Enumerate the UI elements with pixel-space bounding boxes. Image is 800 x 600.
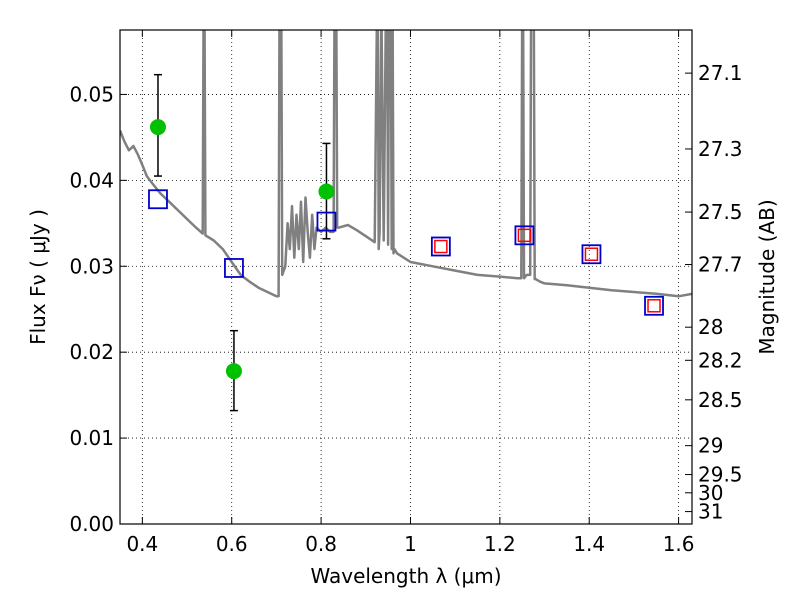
- y-tick-label: 0.01: [69, 426, 114, 450]
- y-axis-title: Flux Fν ( μJy ): [26, 209, 50, 345]
- y2-tick-label: 30: [698, 481, 723, 505]
- plot-content: [120, 30, 692, 412]
- y2-tick-label: 31: [698, 500, 723, 524]
- y2-tick-label: 28.5: [698, 388, 743, 412]
- x-tick-label: 1: [404, 532, 417, 556]
- model-flux-square: [644, 295, 664, 316]
- y2-tick-label: 28: [698, 315, 723, 339]
- x-axis: 0.4 0.6 0.8 1 1.2 1.4 1.6: [126, 30, 695, 556]
- y2-tick-label: 27.1: [698, 61, 743, 85]
- y-axis-left: 0.00 0.01 0.02 0.03 0.04 0.05: [69, 82, 127, 536]
- y-tick-label: 0.05: [69, 82, 114, 106]
- model-spectrum-line: [120, 30, 692, 298]
- y2-axis-title: Magnitude (AB): [755, 199, 779, 354]
- y2-tick-label: 27.5: [698, 200, 743, 224]
- x-tick-label: 0.8: [305, 532, 337, 556]
- model-flux-square: [430, 236, 451, 257]
- x-tick-label: 0.4: [126, 532, 158, 556]
- observed-flux-point: [318, 183, 335, 200]
- model-flux-square: [316, 211, 337, 232]
- y2-tick-label: 29.5: [698, 463, 743, 487]
- y2-tick-label: 27.3: [698, 137, 743, 161]
- x-tick-label: 1.4: [573, 532, 605, 556]
- y-tick-label: 0.00: [69, 512, 114, 536]
- x-axis-title: Wavelength λ (μm): [310, 564, 501, 588]
- model-flux-small-square: [647, 299, 661, 313]
- y-tick-label: 0.03: [69, 254, 114, 278]
- y2-tick-label: 29: [698, 434, 723, 458]
- y2-tick-label: 28.2: [698, 348, 743, 372]
- model-flux-small-square: [584, 247, 599, 261]
- model-flux-small-square: [434, 239, 448, 254]
- model-flux-square: [514, 225, 535, 246]
- x-tick-label: 0.6: [216, 532, 248, 556]
- x-tick-label: 1.2: [484, 532, 516, 556]
- model-flux-square: [148, 189, 168, 210]
- observed-flux-point: [225, 363, 242, 380]
- model-flux-square: [224, 258, 244, 278]
- model-flux-small-square: [517, 228, 532, 243]
- x-tick-label: 1.6: [663, 532, 695, 556]
- model-flux-square: [581, 244, 602, 265]
- y-tick-label: 0.04: [69, 168, 114, 192]
- y2-tick-label: 27.7: [698, 253, 743, 277]
- observed-flux-point: [149, 119, 166, 136]
- y-tick-label: 0.02: [69, 340, 114, 364]
- plot-frame: [119, 29, 693, 525]
